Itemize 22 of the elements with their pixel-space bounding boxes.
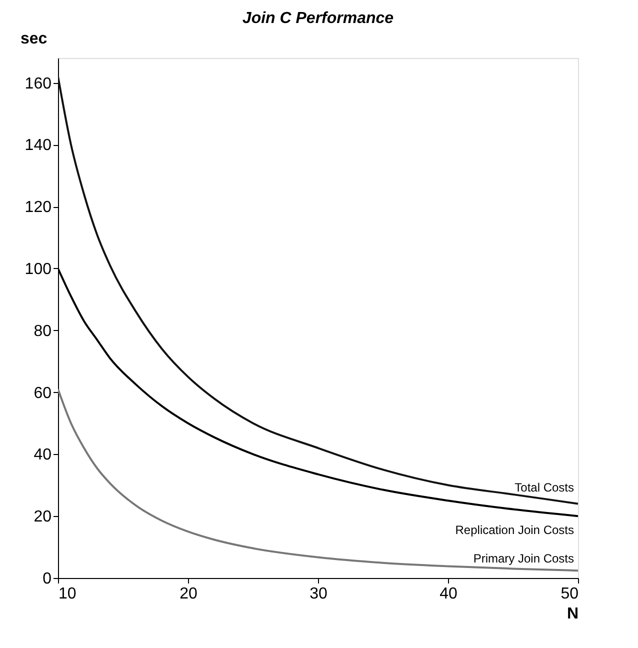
y-tick-label: 140 — [24, 137, 52, 154]
x-axis-title: N — [566, 606, 578, 622]
y-tick-label: 120 — [24, 199, 52, 216]
line-series — [58, 76, 578, 505]
chart-title: Join C Performance — [242, 10, 394, 27]
x-tick-label: 50 — [560, 586, 579, 602]
series-label: Primary Join Costs — [473, 552, 574, 566]
y-tick-label: 80 — [34, 322, 52, 340]
y-tick-label: 60 — [34, 384, 52, 402]
series-label: Replication Join Costs — [455, 523, 574, 538]
x-tick-label: 10 — [58, 586, 76, 602]
x-tick-label: 20 — [180, 586, 198, 602]
y-tick-label: 100 — [24, 260, 52, 278]
y-axis-title: sec — [20, 30, 48, 48]
line-series — [58, 388, 578, 572]
series-label: Total Costs — [514, 480, 574, 495]
x-tick-label: 30 — [310, 586, 328, 602]
y-tick-label: 20 — [34, 508, 52, 526]
x-tick-label: 40 — [440, 586, 458, 602]
y-tick-label: 160 — [24, 75, 52, 92]
y-tick-label: 0 — [42, 570, 52, 588]
y-tick-label: 40 — [34, 446, 52, 464]
